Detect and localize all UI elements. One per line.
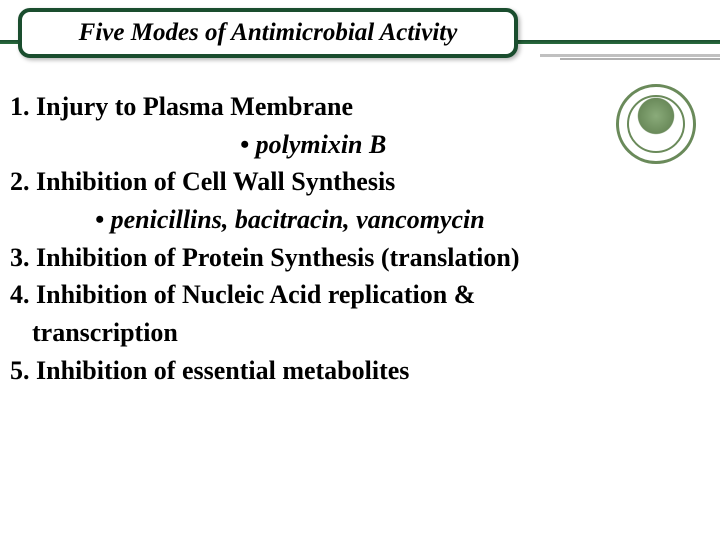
slide-title: Five Modes of Antimicrobial Activity [79,19,458,47]
item-text: Inhibition of essential metabolites [36,356,409,385]
item-continuation: transcription [10,314,710,352]
item-number: 2. [10,167,30,196]
item-text: Inhibition of Protein Synthesis (transla… [36,243,519,272]
list-item: 1. Injury to Plasma Membrane [10,88,710,126]
item-text: Inhibition of Cell Wall Synthesis [36,167,395,196]
list-item: 3. Inhibition of Protein Synthesis (tran… [10,239,710,277]
list-item: 2. Inhibition of Cell Wall Synthesis [10,163,710,201]
item-number: 4. [10,280,30,309]
item-example: • polymixin B [10,126,710,164]
item-text: Injury to Plasma Membrane [36,92,353,121]
item-number: 3. [10,243,30,272]
decor-line [560,58,720,60]
decor-line [540,54,720,57]
item-number: 1. [10,92,30,121]
slide-content: 1. Injury to Plasma Membrane • polymixin… [10,88,710,390]
list-item: 4. Inhibition of Nucleic Acid replicatio… [10,276,710,314]
list-item: 5. Inhibition of essential metabolites [10,352,710,390]
item-text: Inhibition of Nucleic Acid replication & [36,280,475,309]
item-number: 5. [10,356,30,385]
item-example: • penicillins, bacitracin, vancomycin [10,201,710,239]
slide-title-bar: Five Modes of Antimicrobial Activity [18,8,518,58]
